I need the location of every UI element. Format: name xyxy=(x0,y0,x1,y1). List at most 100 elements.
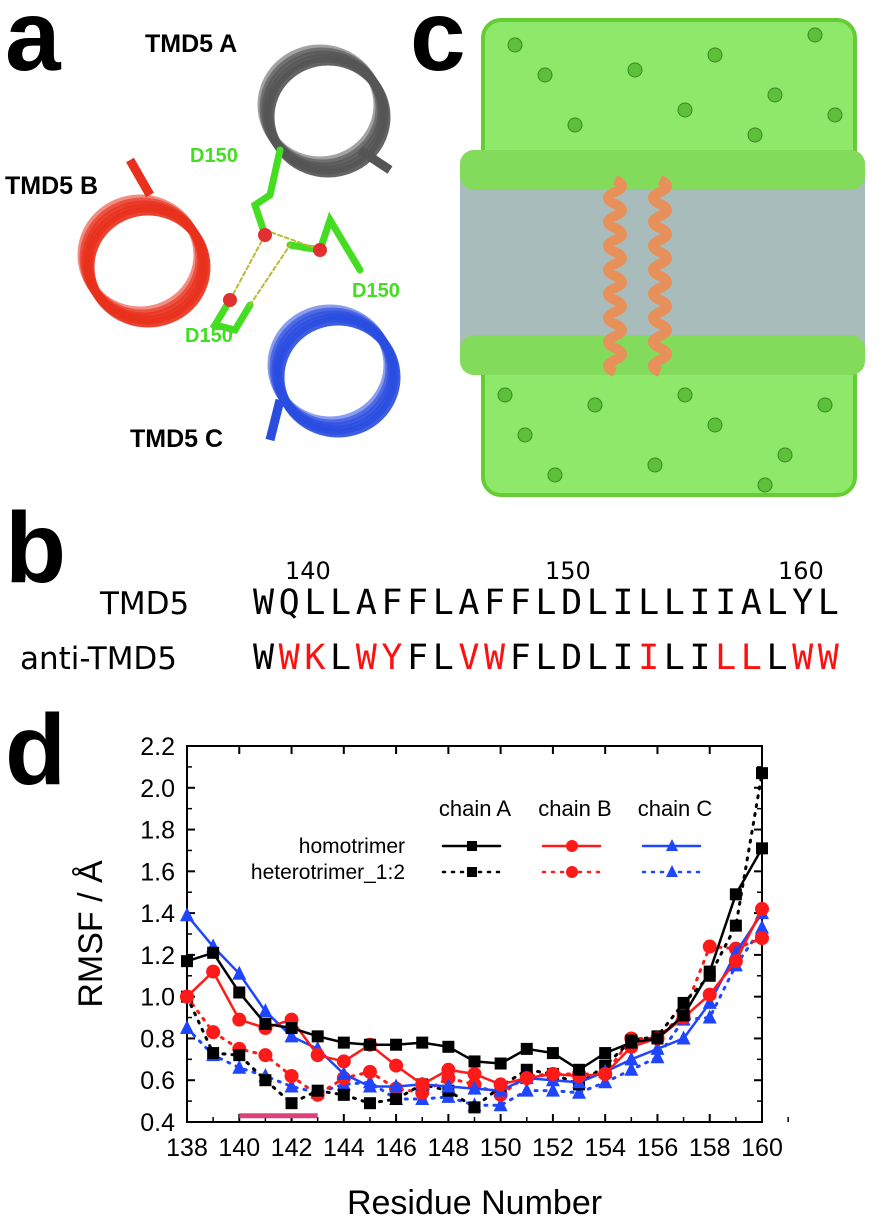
ion-sphere xyxy=(677,387,693,403)
ion-sphere xyxy=(567,117,583,133)
data-point-square xyxy=(625,1036,638,1049)
data-point-circle xyxy=(545,1066,560,1081)
label-tmd5-a: TMD5 A xyxy=(145,30,238,58)
data-point-square xyxy=(233,1049,246,1062)
legend-row-label: homotrimer xyxy=(299,835,405,858)
data-point-circle xyxy=(441,1062,456,1077)
data-point-square xyxy=(467,841,477,851)
data-point-square xyxy=(259,1017,272,1030)
data-point-square xyxy=(467,867,477,877)
residue-letter: L xyxy=(663,583,690,623)
label-d150-a: D150 xyxy=(190,145,238,167)
residue-letter: F xyxy=(381,583,408,623)
residue-letter: W xyxy=(484,638,510,678)
residue-letter: L xyxy=(330,638,356,678)
data-point-square xyxy=(337,1088,350,1101)
data-point-triangle xyxy=(666,865,678,877)
data-point-square xyxy=(442,1040,455,1053)
x-tick-label: 140 xyxy=(218,1134,260,1162)
data-point-circle xyxy=(362,1064,377,1079)
ion-sphere xyxy=(827,107,843,123)
data-point-circle xyxy=(180,989,194,1004)
data-point-square xyxy=(285,1097,298,1110)
data-point-triangle xyxy=(441,1078,456,1093)
data-point-circle xyxy=(755,901,769,916)
label-tmd5-b: TMD5 B xyxy=(5,172,99,200)
data-point-triangle xyxy=(180,1020,194,1034)
data-point-square xyxy=(207,946,220,959)
data-point-square xyxy=(207,1047,220,1060)
residue-letter: K xyxy=(304,638,331,678)
x-tick-label: 148 xyxy=(428,1134,470,1162)
residue-letter: V xyxy=(458,638,485,678)
residue-letter: W xyxy=(253,638,279,678)
legend-column-label: chain A xyxy=(439,796,511,821)
residue-letter: A xyxy=(740,583,767,623)
data-point-square xyxy=(363,1038,376,1051)
residue-letter: F xyxy=(509,638,536,678)
data-point-square xyxy=(363,1097,376,1110)
ion-sphere xyxy=(647,457,663,473)
data-point-triangle xyxy=(493,1097,508,1112)
data-point-circle xyxy=(519,1071,534,1086)
rmsf-chart: 138 140 142 144 146 148 150 152 154 156 158 160 0.4 0… xyxy=(72,733,789,1218)
helix-bundle-image xyxy=(77,44,401,442)
legend-row-label: heterotrimer_1:2 xyxy=(251,861,405,884)
y-tick-label: 1.8 xyxy=(140,817,175,845)
ion-sphere xyxy=(627,62,643,78)
ion-sphere xyxy=(497,387,513,403)
ion-sphere xyxy=(807,27,823,43)
ion-sphere xyxy=(777,447,793,463)
x-tick-label: 138 xyxy=(166,1134,208,1162)
data-point-circle xyxy=(493,1077,508,1092)
data-point-square xyxy=(390,1093,403,1106)
data-point-circle xyxy=(336,1054,351,1069)
ion-sphere xyxy=(587,397,603,413)
residue-letter: I xyxy=(689,638,716,678)
legend-column-label: chain C xyxy=(638,796,713,821)
y-tick-label: 0.8 xyxy=(140,1025,175,1053)
ion-sphere xyxy=(517,427,533,443)
tm-helix xyxy=(648,175,672,377)
data-point-triangle xyxy=(624,1061,639,1076)
data-point-triangle xyxy=(702,1009,717,1024)
helix-turn xyxy=(275,316,401,438)
residue-letter: F xyxy=(407,638,433,678)
y-tick-label: 1.4 xyxy=(140,900,175,928)
helix-tail xyxy=(265,398,285,442)
data-point-triangle xyxy=(180,907,194,922)
data-point-circle xyxy=(284,1069,299,1084)
residue-letter: L xyxy=(766,638,793,678)
label-d150-c: D150 xyxy=(352,280,400,302)
data-point-square xyxy=(520,1042,533,1055)
data-point-triangle xyxy=(650,1049,665,1064)
tm-helix xyxy=(603,175,627,377)
residue-letter: L xyxy=(304,583,331,623)
data-point-circle xyxy=(310,1048,325,1063)
residue-letter: Y xyxy=(381,638,408,678)
residue-letter: Y xyxy=(792,583,818,623)
legend: chain A chain B chain C homotrimer heterotri… xyxy=(251,796,712,884)
residue-letter: F xyxy=(407,583,433,623)
ion-sphere xyxy=(707,47,723,63)
data-point-triangle xyxy=(232,1059,247,1074)
residue-letter: W xyxy=(355,638,382,678)
x-tick-label: 152 xyxy=(532,1134,574,1162)
residue-number-150: 150 xyxy=(545,557,591,585)
series-heterotrimer-1-2-chain-a xyxy=(181,767,768,1114)
data-point-square xyxy=(756,842,768,855)
data-point-triangle xyxy=(519,1082,534,1097)
helix-turn xyxy=(85,206,211,328)
data-point-triangle xyxy=(362,1078,377,1093)
data-point-square xyxy=(416,1036,429,1049)
membrane-simulation-image xyxy=(460,18,865,497)
y-tick-label: 0.4 xyxy=(140,1109,175,1137)
residue-letter: D xyxy=(561,638,587,678)
data-point-triangle xyxy=(336,1065,351,1080)
residue-letter: A xyxy=(355,583,382,623)
data-point-triangle xyxy=(467,1080,482,1095)
y-tick-label: 2.2 xyxy=(140,733,175,761)
sequence-name-anti-tmd5: anti-TMD5 xyxy=(20,641,178,677)
data-point-square xyxy=(756,767,768,780)
residue-letter: A xyxy=(458,583,485,623)
